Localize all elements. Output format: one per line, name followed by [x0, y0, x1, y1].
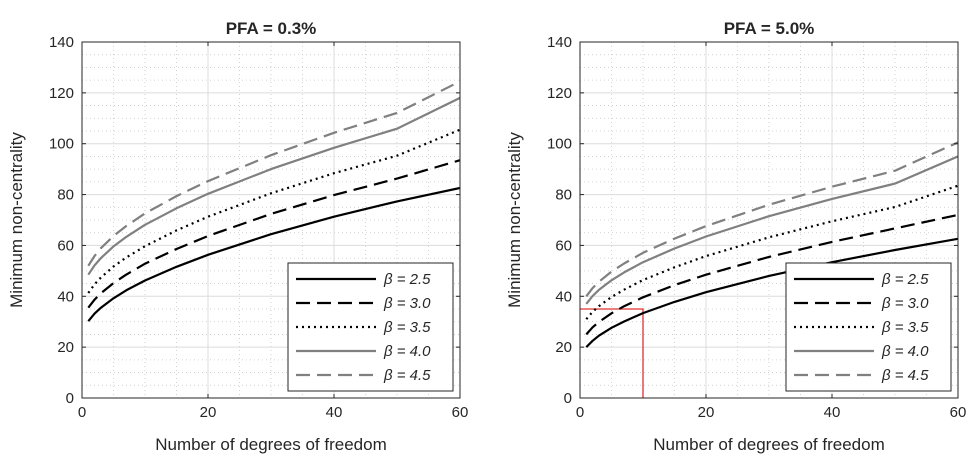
legend-label-5: β = 4.5: [383, 367, 431, 384]
y-axis-label: Minimum non-centrality: [505, 132, 524, 308]
legend-label-1: β = 2.5: [881, 271, 929, 288]
y-tick-label: 120: [547, 85, 572, 102]
y-tick-label: 60: [57, 237, 74, 254]
x-tick-label: 60: [950, 404, 967, 421]
series-line-4: [585, 155, 958, 305]
x-tick-label: 20: [698, 404, 715, 421]
y-tick-label: 80: [57, 187, 74, 204]
legend-label-3: β = 3.5: [383, 319, 431, 336]
y-tick-label: 0: [66, 390, 74, 407]
y-tick-label: 20: [555, 339, 572, 356]
y-tick-label: 100: [547, 136, 572, 153]
legend-label-2: β = 3.0: [881, 295, 929, 312]
legend-label-3: β = 3.5: [881, 319, 929, 336]
x-tick-label: 0: [78, 404, 86, 421]
axes-box: [81, 41, 461, 399]
chart-title: PFA = 0.3%: [226, 19, 317, 38]
y-tick-label: 100: [49, 136, 74, 153]
y-tick-label: 0: [564, 390, 572, 407]
legend-label-5: β = 4.5: [881, 367, 929, 384]
y-tick-label: 20: [57, 339, 74, 356]
series-line-5: [585, 141, 958, 297]
legend-label-2: β = 3.0: [383, 295, 431, 312]
series-line-5: [87, 80, 460, 267]
x-axis-label: Number of degrees of freedom: [155, 435, 387, 454]
legend-label-4: β = 4.0: [383, 343, 431, 360]
y-tick-label: 80: [555, 187, 572, 204]
y-axis-label: Minimum non-centrality: [7, 132, 26, 308]
legend: β = 2.5 β = 3.0 β = 3.5 β = 4.0 β = 4.5: [287, 262, 454, 392]
chart-title: PFA = 5.0%: [724, 19, 815, 38]
y-tick-label: 40: [555, 288, 572, 305]
x-tick-label: 40: [326, 404, 343, 421]
y-tick-label: 120: [49, 85, 74, 102]
axes-box: [579, 41, 959, 399]
legend: β = 2.5 β = 3.0 β = 3.5 β = 4.0 β = 4.5: [785, 262, 952, 392]
annotation-guide-line: [580, 308, 644, 398]
series-line-2: [87, 159, 460, 309]
series-line-3: [87, 128, 460, 294]
series-line-4: [87, 96, 460, 276]
x-tick-label: 60: [452, 404, 469, 421]
x-tick-label: 0: [576, 404, 584, 421]
y-tick-label: 140: [49, 34, 74, 51]
x-tick-label: 40: [824, 404, 841, 421]
y-tick-label: 140: [547, 34, 572, 51]
series-line-1: [585, 237, 958, 348]
series-line-2: [585, 213, 958, 336]
y-tick-label: 40: [57, 288, 74, 305]
chart-panel-1: 0 20 40 60 0 20 40 60 80 100 120 140 PFA = 0.3% Numbe…: [7, 19, 468, 454]
y-tick-label: 60: [555, 237, 572, 254]
chart-panel-2: 0 20 40 60 0 20 40 60 80 100 120 140 PFA = 5.0% Numbe…: [505, 19, 966, 454]
legend-label-1: β = 2.5: [383, 271, 431, 288]
legend-label-4: β = 4.0: [881, 343, 929, 360]
x-tick-label: 20: [200, 404, 217, 421]
x-axis-label: Number of degrees of freedom: [653, 435, 885, 454]
series-line-1: [87, 186, 460, 322]
